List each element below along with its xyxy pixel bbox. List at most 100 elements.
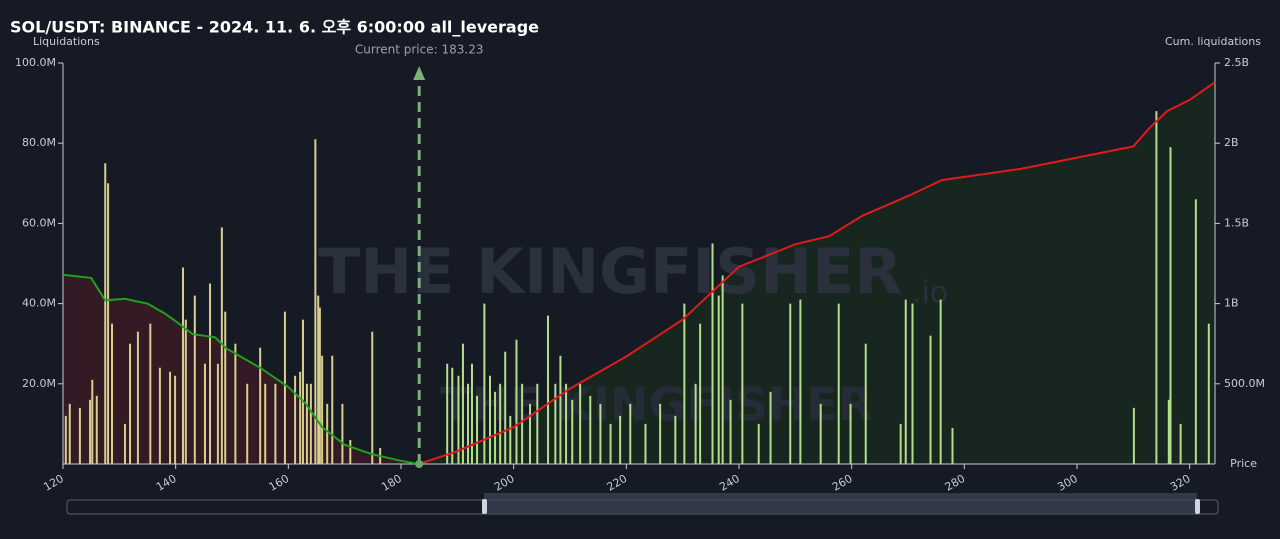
bar — [371, 331, 374, 464]
bar — [609, 423, 612, 464]
bar — [184, 319, 187, 464]
bar — [317, 295, 320, 464]
bar — [769, 391, 772, 464]
bar — [589, 395, 592, 464]
bar — [1167, 399, 1170, 464]
bar — [68, 403, 71, 464]
bar — [489, 375, 492, 464]
bar — [283, 311, 286, 464]
y2-tick-label: 1.5B — [1224, 216, 1249, 229]
bar — [129, 343, 132, 464]
bar — [565, 383, 568, 464]
bar — [509, 415, 512, 464]
bar — [741, 303, 744, 464]
current-price-dot — [415, 460, 424, 468]
bar — [1179, 423, 1182, 464]
bar — [694, 383, 697, 464]
current-price-label: Current price: 183.23 — [355, 43, 484, 57]
bar — [136, 331, 139, 464]
bar — [181, 267, 184, 464]
bar — [504, 351, 507, 464]
bar — [467, 383, 470, 464]
bar — [536, 383, 539, 464]
y-axis-label: Liquidations — [33, 35, 100, 48]
bar — [78, 407, 81, 464]
y-tick-label: 40.0M — [22, 297, 56, 310]
bar — [483, 303, 486, 464]
bar — [91, 379, 94, 464]
bar — [234, 343, 237, 464]
bar — [64, 415, 67, 464]
y2-axis-label: Cum. liquidations — [1165, 35, 1261, 48]
bar — [309, 383, 312, 464]
bar — [799, 299, 802, 464]
bar — [629, 403, 632, 464]
cumulative-line — [418, 81, 1216, 465]
bar — [314, 139, 317, 464]
slider-window[interactable] — [484, 493, 1197, 514]
bar — [326, 403, 329, 464]
bar — [659, 403, 662, 464]
bar — [305, 383, 308, 464]
bar — [107, 183, 110, 465]
bar — [1132, 407, 1135, 464]
bar — [341, 403, 344, 464]
bar — [224, 311, 227, 464]
bar — [274, 383, 277, 464]
bar — [318, 307, 321, 464]
bar — [951, 427, 954, 464]
bar — [174, 375, 177, 464]
bar — [209, 283, 212, 464]
bar — [259, 347, 262, 464]
bar — [515, 339, 518, 464]
bar — [644, 423, 647, 464]
bar — [321, 355, 324, 464]
bar — [349, 439, 352, 464]
bar — [619, 415, 622, 464]
y2-tick-label: 1B — [1224, 297, 1239, 310]
bar — [89, 399, 92, 464]
bar — [499, 383, 502, 464]
bar — [571, 399, 574, 464]
bar — [1155, 111, 1158, 465]
bar — [246, 383, 249, 464]
bar — [674, 415, 677, 464]
bar — [721, 275, 724, 464]
bar — [470, 363, 473, 464]
bar — [904, 299, 907, 464]
bar — [699, 323, 702, 464]
x-axis-label: Price — [1230, 457, 1257, 470]
slider-handle[interactable] — [482, 499, 487, 514]
watermark-suffix: .io — [912, 276, 948, 311]
bar — [711, 243, 714, 464]
bar — [95, 395, 98, 464]
bar — [864, 343, 867, 464]
areas — [63, 82, 1215, 464]
bar — [220, 227, 223, 464]
bar — [123, 423, 126, 464]
bar — [899, 423, 902, 464]
bar — [494, 391, 497, 464]
bar — [911, 303, 914, 464]
bar — [476, 395, 479, 464]
bar — [559, 355, 562, 464]
bar — [169, 371, 172, 464]
bar — [547, 315, 550, 464]
bar — [939, 299, 942, 464]
slider-handle[interactable] — [1195, 499, 1200, 514]
bar — [446, 363, 449, 464]
bar — [837, 303, 840, 464]
y-tick-label: 80.0M — [22, 136, 56, 149]
y2-tick-label: 500.0M — [1224, 377, 1265, 390]
bar — [554, 383, 557, 464]
bar — [729, 399, 732, 464]
bar — [301, 319, 304, 464]
bar — [216, 363, 219, 464]
bar — [521, 383, 524, 464]
range-slider[interactable] — [66, 493, 1219, 515]
bar — [528, 403, 531, 464]
bar — [193, 295, 196, 464]
bar — [149, 323, 152, 464]
bar — [683, 303, 686, 464]
